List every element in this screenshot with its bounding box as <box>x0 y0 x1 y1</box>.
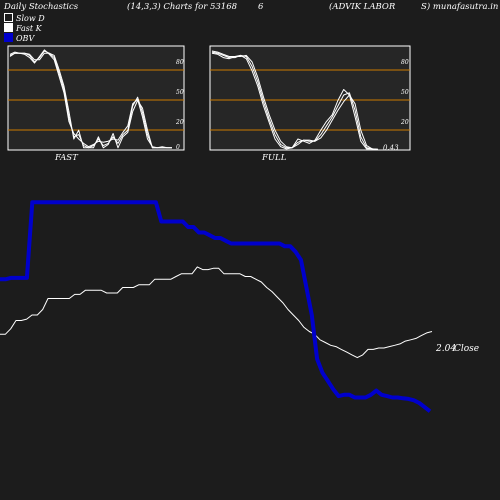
fast-panel-frame <box>7 45 185 151</box>
close-line <box>0 266 433 359</box>
fast-panel: 80 50 20 0 <box>7 45 185 151</box>
legend-swatch-obv <box>4 33 13 42</box>
close-series-label: Close <box>454 344 479 354</box>
fast-series-line-3 <box>9 49 172 149</box>
obv-line <box>0 200 432 413</box>
header-site: S) munafasutra.in <box>421 2 499 12</box>
legend-swatch-slow-d <box>4 13 13 22</box>
close-end-label: 2.04 Close <box>435 344 479 354</box>
legend-label-slow-d: Slow D <box>16 14 45 23</box>
header-title: Daily Stochastics <box>4 2 79 12</box>
full-tick-80: 80 <box>401 59 409 66</box>
header-params: (14,3,3) Charts for 53168 <box>127 2 238 12</box>
full-panel-frame <box>209 45 411 151</box>
legend-label-fast-k: Fast K <box>16 24 42 33</box>
fast-panel-title: FAST <box>54 153 79 163</box>
header-company: (ADVIK LABOR <box>329 2 396 12</box>
legend-fast-k: Fast K <box>4 23 42 33</box>
close-last-value: 2.04 <box>435 344 456 354</box>
full-panel-title: FULL <box>261 153 287 163</box>
fast-tick-20: 20 <box>175 119 184 126</box>
full-tick-50: 50 <box>401 89 409 96</box>
fast-last-value: 0 <box>176 144 180 151</box>
header-code-suffix: 6 <box>258 2 264 12</box>
fast-tick-50: 50 <box>176 89 184 96</box>
full-tick-20: 20 <box>400 119 409 126</box>
fast-tick-80: 80 <box>176 59 184 66</box>
full-series-line-3 <box>211 50 379 150</box>
full-panel: 80 50 20 0.43 <box>209 45 411 152</box>
main-plot <box>0 200 433 413</box>
legend-obv: OBV <box>4 33 34 43</box>
legend-swatch-fast-k <box>4 23 13 32</box>
legend-label-obv: OBV <box>16 34 35 43</box>
legend-slow-d: Slow D <box>4 13 45 23</box>
full-last-value: 0.43 <box>383 144 399 152</box>
